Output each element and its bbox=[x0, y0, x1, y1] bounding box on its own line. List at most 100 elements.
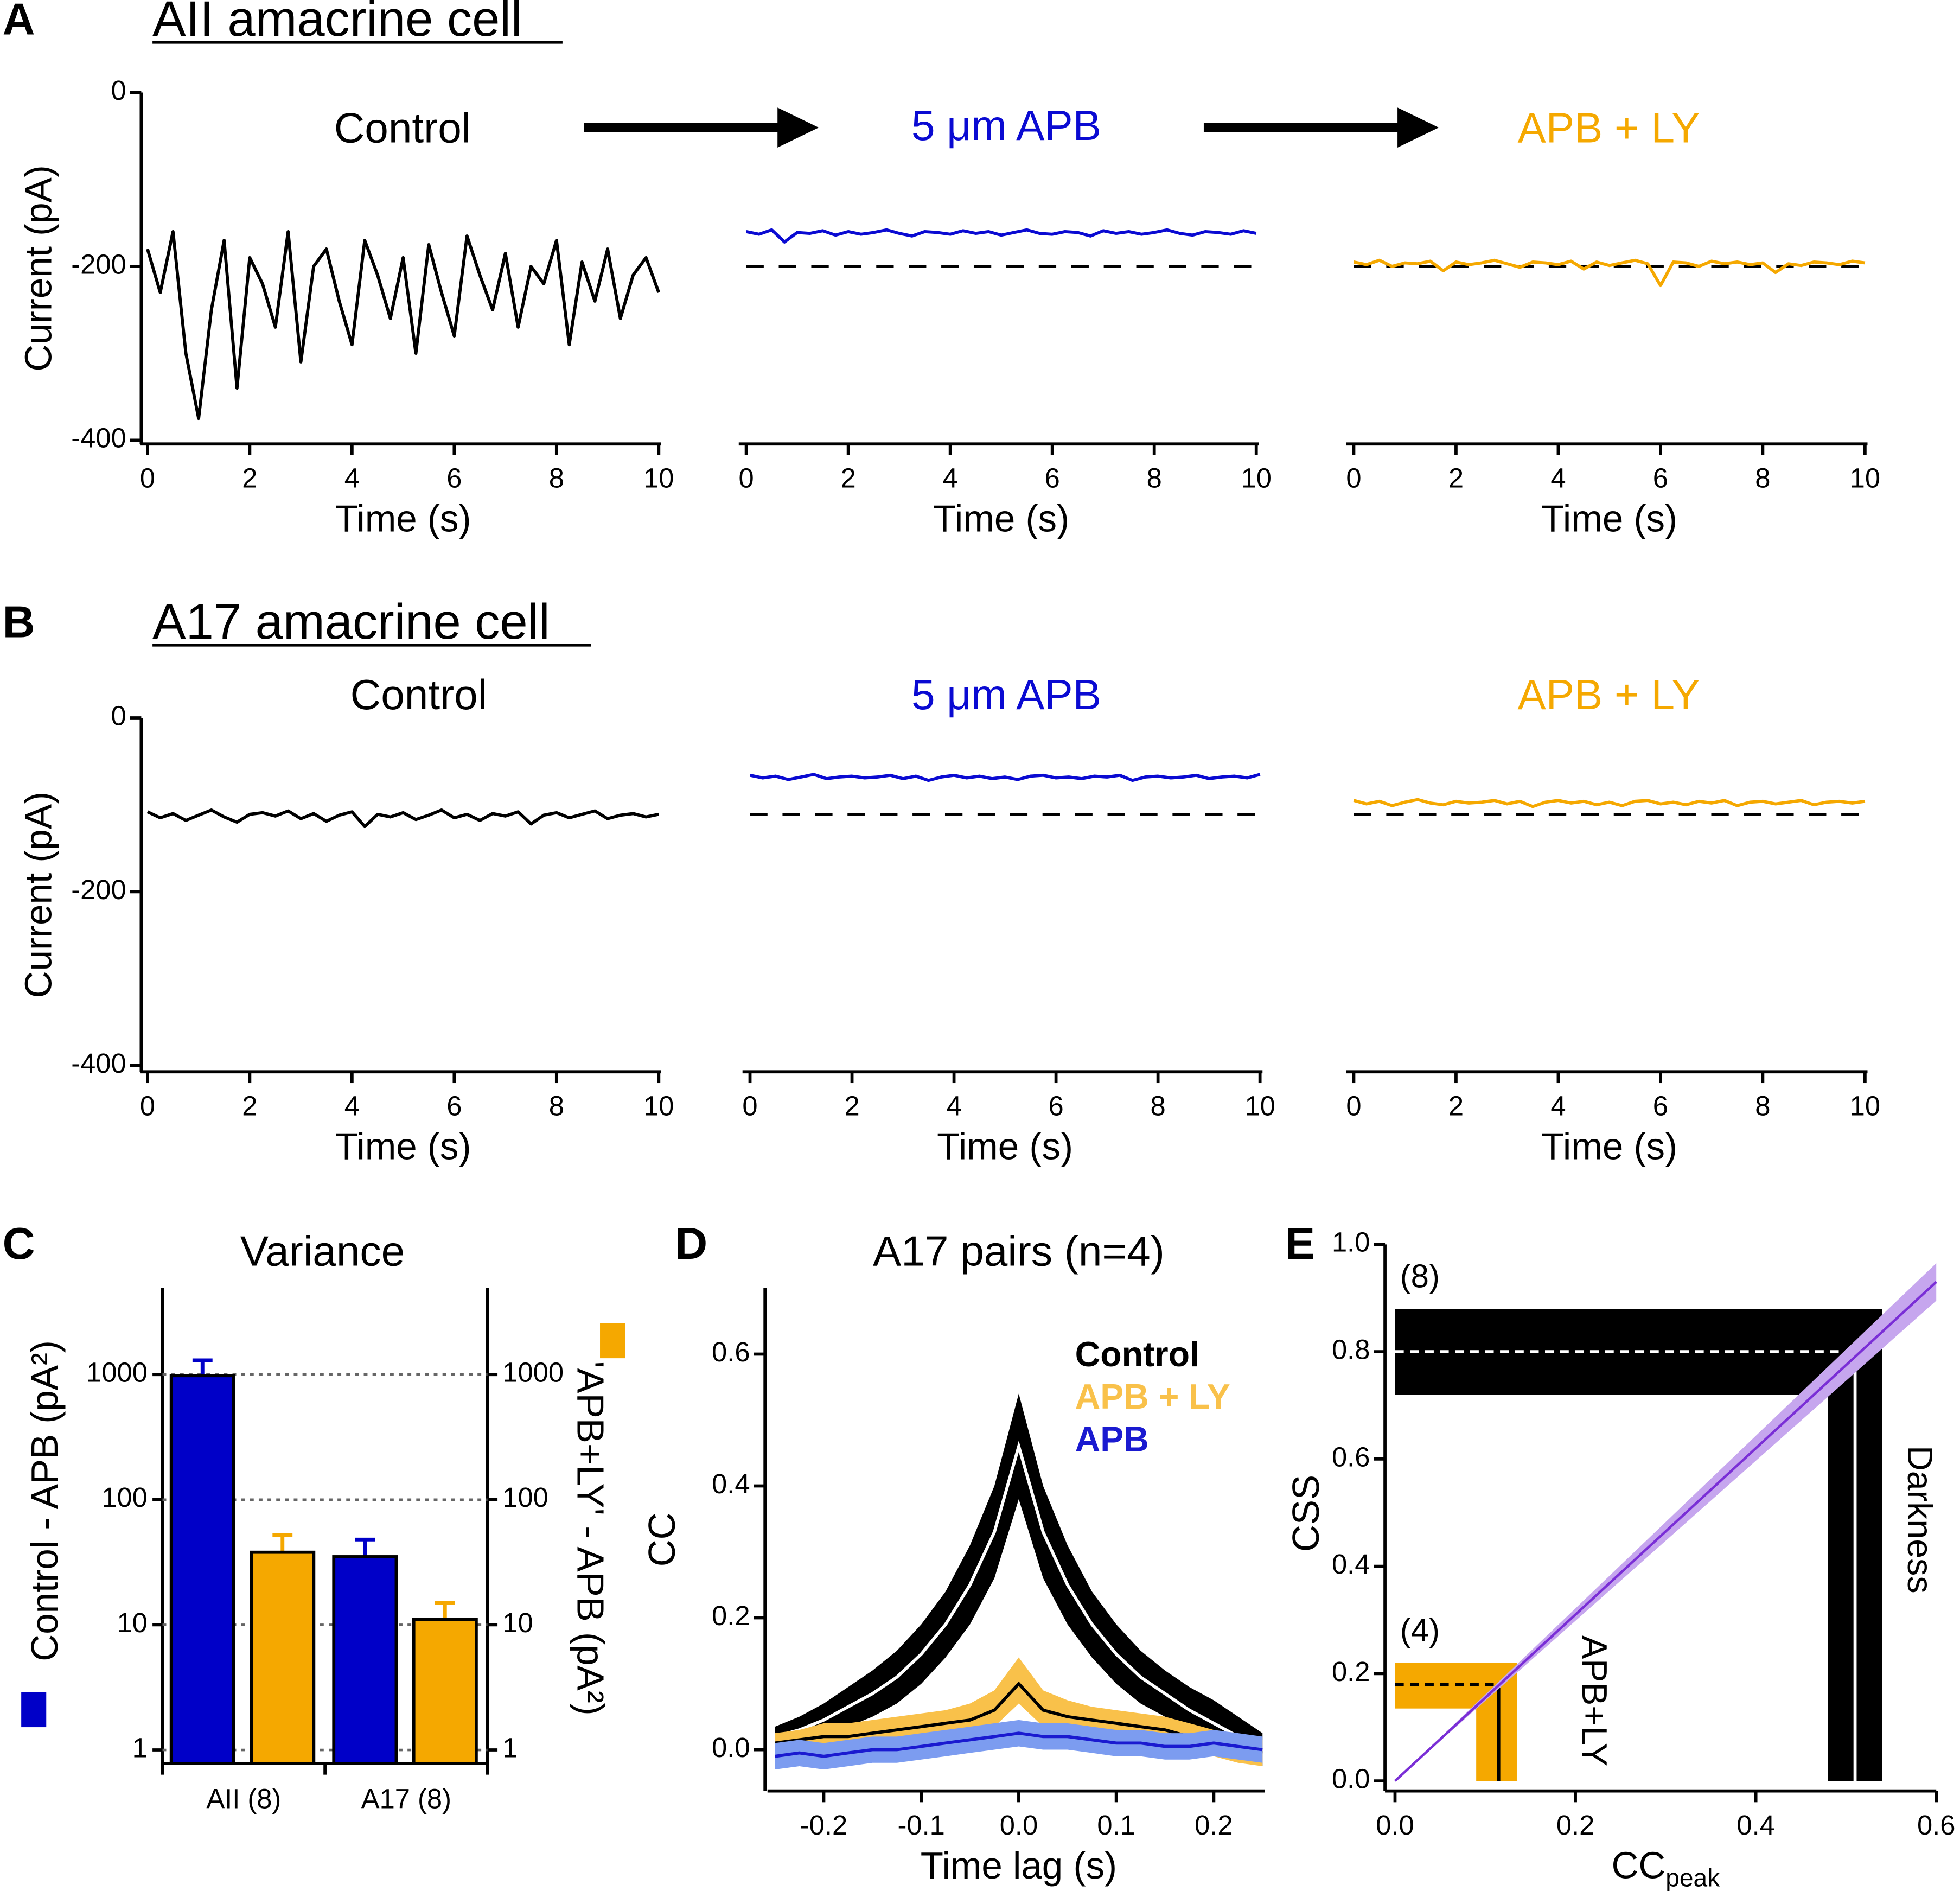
x-tick-label: 10 bbox=[1850, 1091, 1880, 1122]
y2-tick-label: 1000 bbox=[502, 1357, 564, 1388]
x-tick-label: -0.1 bbox=[898, 1810, 945, 1841]
x-tick-label: 8 bbox=[1147, 462, 1162, 493]
x-tick-label: 0.4 bbox=[1736, 1810, 1774, 1841]
y-tick-label: 1 bbox=[132, 1732, 148, 1763]
trace bbox=[146, 230, 661, 421]
x-axis-label-sub: peak bbox=[1665, 1863, 1720, 1891]
x-tick-label: 0.2 bbox=[1556, 1810, 1594, 1841]
error-band bbox=[775, 1393, 1263, 1766]
x-tick-label: 6 bbox=[446, 1091, 462, 1122]
y-tick-label: 0.2 bbox=[1332, 1656, 1370, 1687]
y-tick-label: 100 bbox=[101, 1482, 148, 1513]
y-axis-label: CSS bbox=[1285, 1475, 1327, 1552]
n-label: (8) bbox=[1400, 1258, 1440, 1295]
y2-tick-label: 100 bbox=[502, 1482, 548, 1513]
x-axis-label: Time (s) bbox=[933, 497, 1069, 539]
y-tick-label: -400 bbox=[71, 1048, 126, 1079]
y-tick-label: 1.0 bbox=[1332, 1227, 1370, 1258]
chart-title: Control bbox=[350, 671, 488, 718]
chart-title: A17 pairs (n=4) bbox=[873, 1227, 1165, 1275]
n-label: (4) bbox=[1400, 1612, 1440, 1648]
x-axis-label: Time (s) bbox=[335, 1125, 471, 1167]
x-range bbox=[1476, 1663, 1517, 1781]
y-tick-label: 0.6 bbox=[712, 1336, 750, 1367]
trace bbox=[1353, 258, 1866, 288]
x-axis-label: Time lag (s) bbox=[921, 1844, 1117, 1887]
x-tick-label: 0 bbox=[1346, 462, 1361, 493]
y-tick-label: 0 bbox=[111, 75, 126, 106]
y-tick-label: 1000 bbox=[86, 1357, 148, 1388]
x-tick-label: 6 bbox=[1653, 462, 1668, 493]
x-tick-label: 6 bbox=[446, 462, 462, 493]
heading: AII amacrine cell bbox=[152, 0, 522, 47]
x-tick-label: -0.2 bbox=[800, 1810, 847, 1841]
x-tick-label: 8 bbox=[1755, 462, 1770, 493]
point-label: Darkness bbox=[1900, 1446, 1939, 1594]
y-tick-label: 0.2 bbox=[712, 1600, 750, 1631]
y-tick-label: 0.4 bbox=[1332, 1549, 1370, 1580]
bar bbox=[169, 1374, 235, 1765]
y-axis-label: Current (pA) bbox=[17, 792, 59, 998]
x-tick-label: 6 bbox=[1045, 462, 1060, 493]
x-tick-label: 10 bbox=[643, 462, 674, 493]
x-tick-label: 8 bbox=[1755, 1091, 1770, 1122]
x-tick-label: 0.1 bbox=[1097, 1810, 1135, 1841]
y2-tick-label: 10 bbox=[502, 1607, 533, 1638]
legend-label: Control bbox=[1075, 1335, 1199, 1374]
x-axis-label: Time (s) bbox=[1541, 497, 1677, 539]
x-tick-label: 10 bbox=[1244, 1091, 1275, 1122]
mean-line bbox=[774, 1441, 1263, 1752]
legend-label: Control - APB (pA²) bbox=[23, 1340, 66, 1661]
point-label: APB+LY bbox=[1575, 1635, 1614, 1766]
x-tick-label: 8 bbox=[549, 462, 564, 493]
x-tick-label: 0 bbox=[742, 1091, 757, 1122]
x-tick-label: 4 bbox=[943, 462, 958, 493]
x-tick-label: 2 bbox=[841, 462, 856, 493]
bar bbox=[250, 1550, 316, 1765]
bar bbox=[412, 1618, 478, 1765]
y-tick-label: 10 bbox=[117, 1607, 148, 1638]
x-tick-label: 2 bbox=[1448, 462, 1464, 493]
y-tick-label: 0.0 bbox=[712, 1732, 750, 1763]
x-tick-label: AII (8) bbox=[206, 1783, 281, 1814]
chart-title: APB + LY bbox=[1518, 671, 1700, 718]
legend-label: APB bbox=[1075, 1420, 1149, 1459]
panel-label: C bbox=[3, 1218, 35, 1269]
x-tick-label: 0 bbox=[140, 1091, 155, 1122]
x-tick-label: 0.0 bbox=[1376, 1810, 1414, 1841]
x-tick-label: 0 bbox=[140, 462, 155, 493]
x-tick-label: 2 bbox=[844, 1091, 859, 1122]
x-tick-label: 10 bbox=[1850, 462, 1880, 493]
chart-title: Variance bbox=[240, 1227, 405, 1275]
y-axis-label: Current (pA) bbox=[17, 165, 59, 371]
x-tick-label: 4 bbox=[1550, 1091, 1566, 1122]
error-band bbox=[775, 1720, 1263, 1769]
y-tick-label: 0.0 bbox=[1332, 1763, 1370, 1794]
fit-band bbox=[1395, 1263, 1937, 1781]
x-tick-label: 0 bbox=[739, 462, 754, 493]
legend-label: 'APB+LY' - APB (pA²) bbox=[570, 1361, 612, 1715]
x-tick-label: 0.2 bbox=[1195, 1810, 1233, 1841]
x-tick-label: 2 bbox=[242, 462, 257, 493]
panel-label: E bbox=[1285, 1218, 1315, 1269]
x-axis-label: Time (s) bbox=[335, 497, 471, 539]
trace bbox=[146, 808, 659, 829]
x-tick-label: 4 bbox=[946, 1091, 961, 1122]
heading: A17 amacrine cell bbox=[152, 594, 550, 650]
y-axis-label: CC bbox=[641, 1512, 683, 1567]
x-tick-label: 4 bbox=[1550, 462, 1566, 493]
x-tick-label: 4 bbox=[344, 462, 360, 493]
x-tick-label: A17 (8) bbox=[361, 1783, 451, 1814]
y-tick-label: 0.6 bbox=[1332, 1441, 1370, 1472]
x-axis-label-main: CC bbox=[1611, 1844, 1665, 1887]
chart-title: APB + LY bbox=[1518, 104, 1700, 152]
trace bbox=[749, 773, 1261, 782]
y2-tick-label: 1 bbox=[502, 1732, 518, 1763]
bar bbox=[332, 1555, 398, 1765]
x-tick-label: 0.6 bbox=[1917, 1810, 1955, 1841]
legend-swatch bbox=[600, 1323, 625, 1359]
x-tick-label: 0 bbox=[1346, 1091, 1361, 1122]
x-axis-label: Time (s) bbox=[1541, 1125, 1677, 1167]
x-tick-label: 0.0 bbox=[1000, 1810, 1038, 1841]
